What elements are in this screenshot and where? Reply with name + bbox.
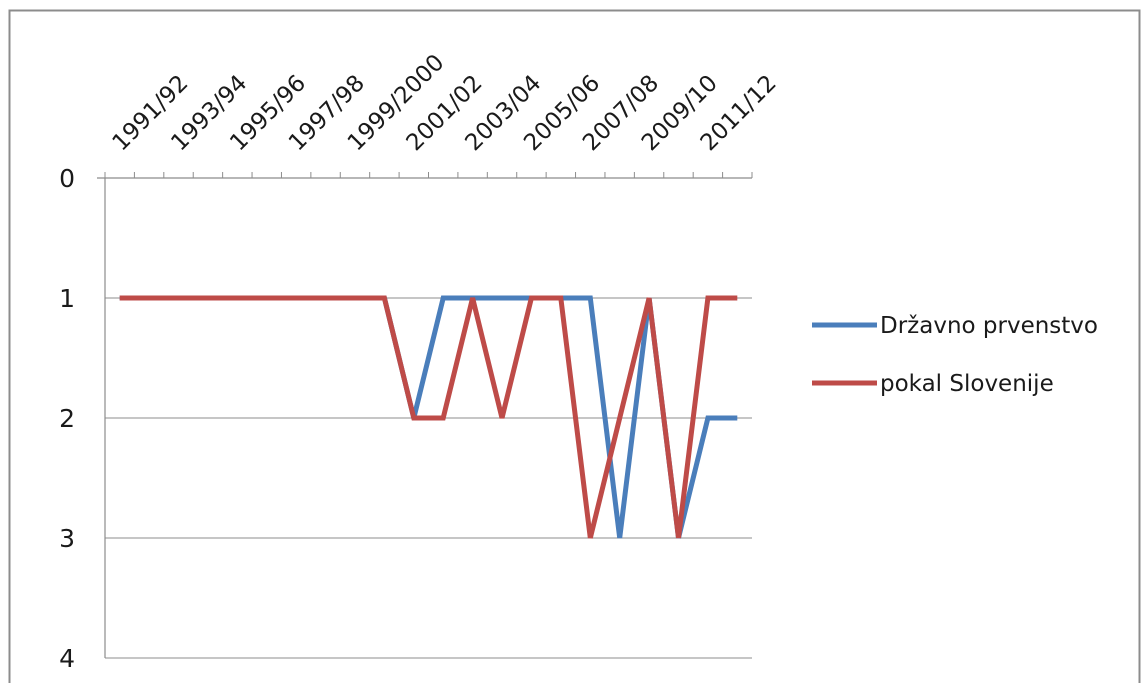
chart-border: [8, 9, 1141, 687]
series-lines: [119, 295, 738, 539]
y-tick-label-0: 0: [59, 164, 75, 193]
legend: Državno prvenstvo pokal Slovenije: [812, 313, 1098, 397]
y-tick-label-1: 1: [59, 284, 75, 313]
y-tick-label-3: 3: [59, 524, 75, 553]
series-line-pokal-slovenije: [119, 295, 738, 539]
legend-label-drzavno-prvenstvo: Državno prvenstvo: [880, 313, 1098, 339]
y-tick-label-4: 4: [59, 644, 75, 673]
y-tick-label-2: 2: [59, 404, 75, 433]
axes: 012341991/921993/941995/961997/981999/20…: [59, 50, 782, 673]
legend-label-pokal-slovenije: pokal Slovenije: [880, 371, 1054, 397]
